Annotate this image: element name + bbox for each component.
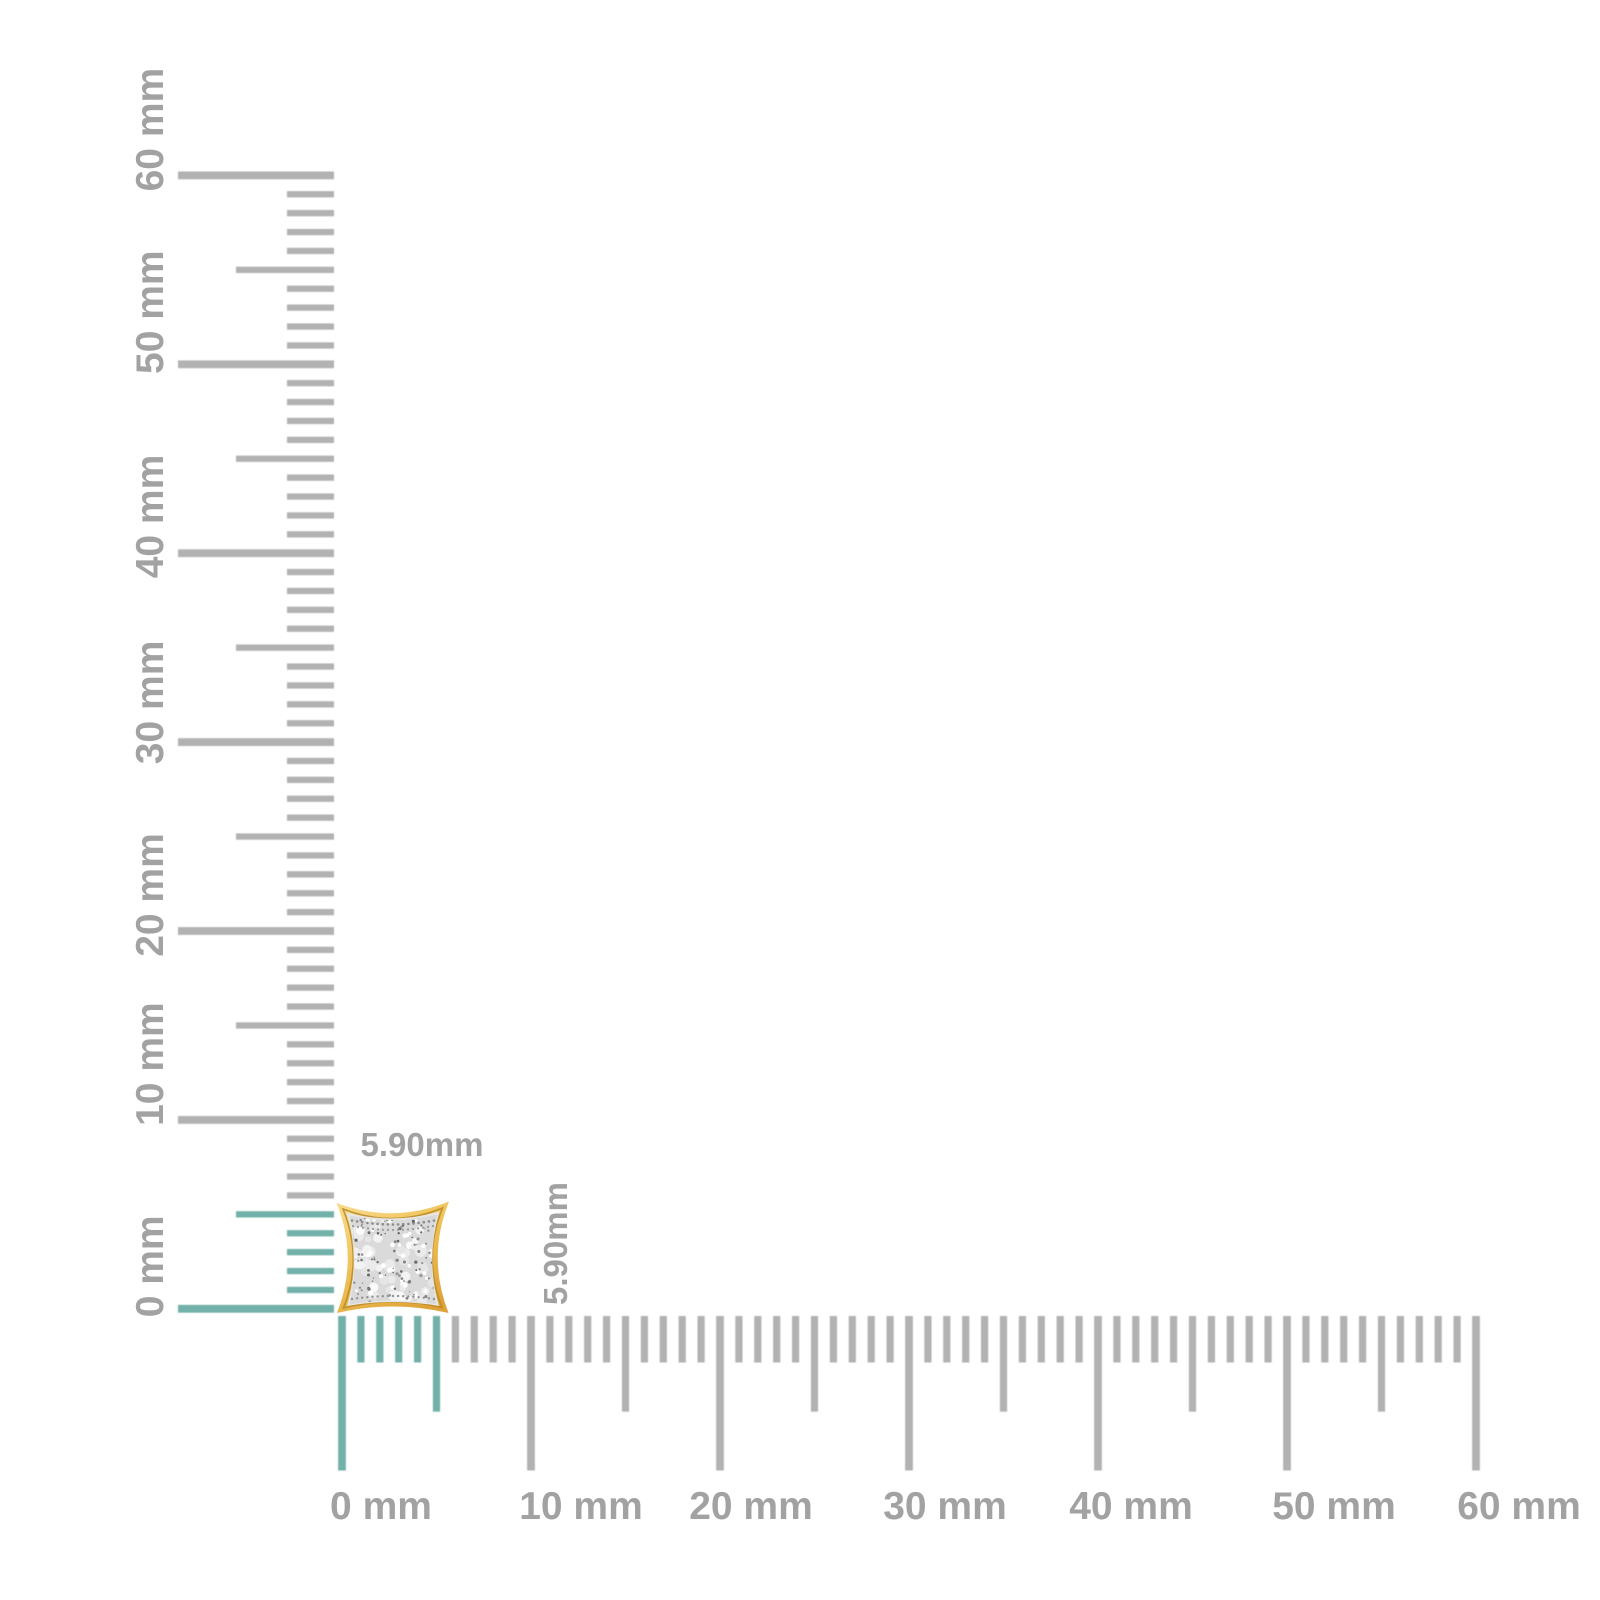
svg-text:0 mm: 0 mm	[129, 1215, 172, 1317]
svg-text:0 mm: 0 mm	[330, 1485, 432, 1528]
svg-text:60 mm: 60 mm	[129, 68, 172, 192]
svg-text:30 mm: 30 mm	[883, 1485, 1007, 1528]
svg-text:30 mm: 30 mm	[129, 641, 172, 765]
svg-text:20 mm: 20 mm	[129, 833, 172, 957]
svg-text:10 mm: 10 mm	[129, 1002, 172, 1126]
svg-text:40 mm: 40 mm	[129, 455, 172, 579]
svg-text:5.90mm: 5.90mm	[361, 1126, 484, 1163]
svg-text:50 mm: 50 mm	[1272, 1485, 1396, 1528]
svg-text:40 mm: 40 mm	[1069, 1485, 1193, 1528]
svg-text:20 mm: 20 mm	[689, 1485, 813, 1528]
svg-text:10 mm: 10 mm	[519, 1485, 643, 1528]
svg-text:50 mm: 50 mm	[129, 250, 172, 374]
svg-text:5.90mm: 5.90mm	[537, 1182, 574, 1305]
svg-text:60 mm: 60 mm	[1457, 1485, 1581, 1528]
